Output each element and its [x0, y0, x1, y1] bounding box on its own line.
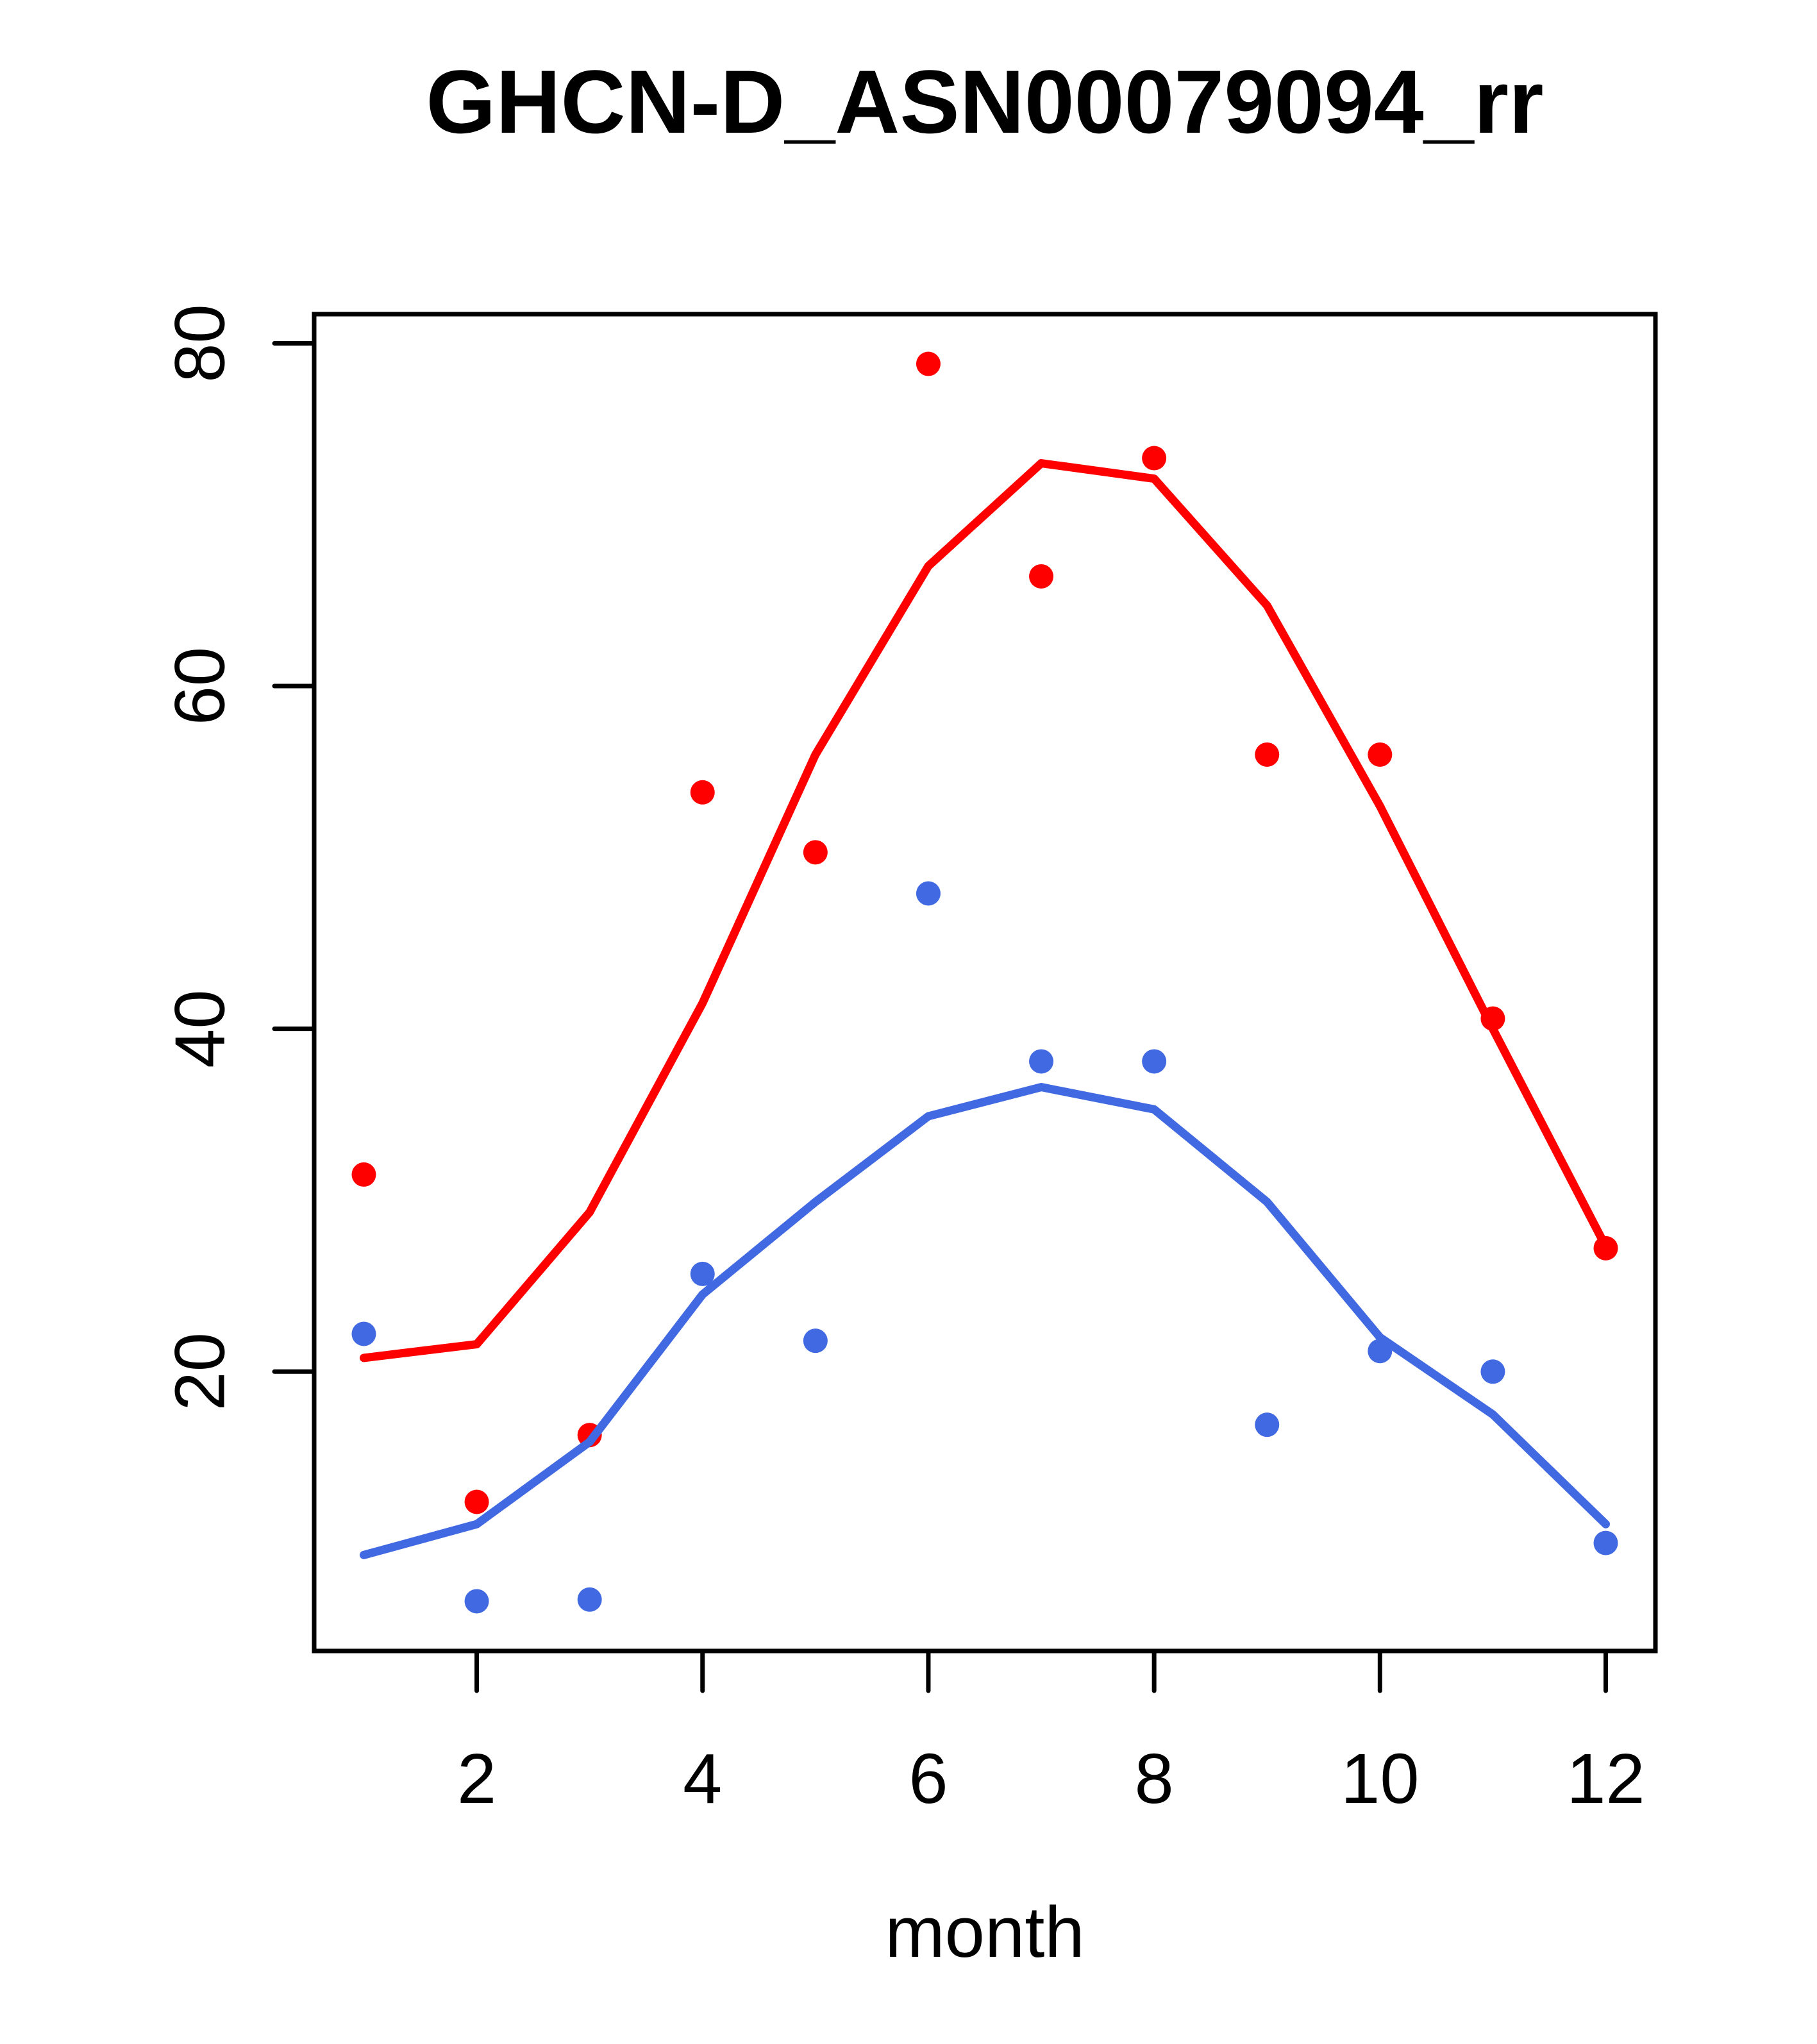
- blue-point: [916, 881, 941, 906]
- red-point: [1142, 446, 1167, 471]
- red-point: [803, 840, 828, 865]
- blue-point: [803, 1328, 828, 1353]
- y-tick-label: 40: [161, 989, 240, 1068]
- x-tick-label: 10: [1341, 1739, 1419, 1818]
- x-tick-label: 8: [1135, 1739, 1174, 1818]
- blue-point: [1029, 1049, 1054, 1074]
- blue-point: [464, 1589, 489, 1614]
- red-point: [1368, 742, 1393, 767]
- blue-trend-line: [359, 1083, 1611, 1559]
- red-point: [690, 780, 715, 805]
- blue-point: [1255, 1412, 1280, 1437]
- blue-point: [577, 1587, 602, 1612]
- x-tick-label: 4: [683, 1739, 722, 1818]
- plot-area: 2 4 6 8 10 12 20 40 60 80: [161, 304, 1658, 1818]
- red-point: [916, 351, 941, 376]
- blue-point: [1593, 1530, 1618, 1555]
- blue-point: [1142, 1049, 1167, 1074]
- x-axis-title: month: [885, 1892, 1084, 1972]
- plot-border: [312, 312, 1658, 1654]
- red-point: [1029, 564, 1054, 589]
- red-trend-line: [359, 459, 1611, 1362]
- x-tick-label: 2: [457, 1739, 496, 1818]
- red-point: [351, 1162, 376, 1187]
- blue-point: [351, 1321, 376, 1346]
- x-tick-label: 6: [908, 1739, 948, 1818]
- blue-point: [1480, 1359, 1505, 1384]
- red-point: [1255, 742, 1280, 767]
- chart-title: GHCN-D_ASN00079094_rr: [426, 51, 1543, 152]
- red-point: [464, 1489, 489, 1514]
- x-tick-label: 12: [1566, 1739, 1645, 1818]
- y-tick-label: 20: [161, 1332, 240, 1411]
- blue-point: [690, 1261, 715, 1286]
- y-tick-label: 80: [161, 304, 240, 382]
- y-tick-label: 60: [161, 647, 240, 725]
